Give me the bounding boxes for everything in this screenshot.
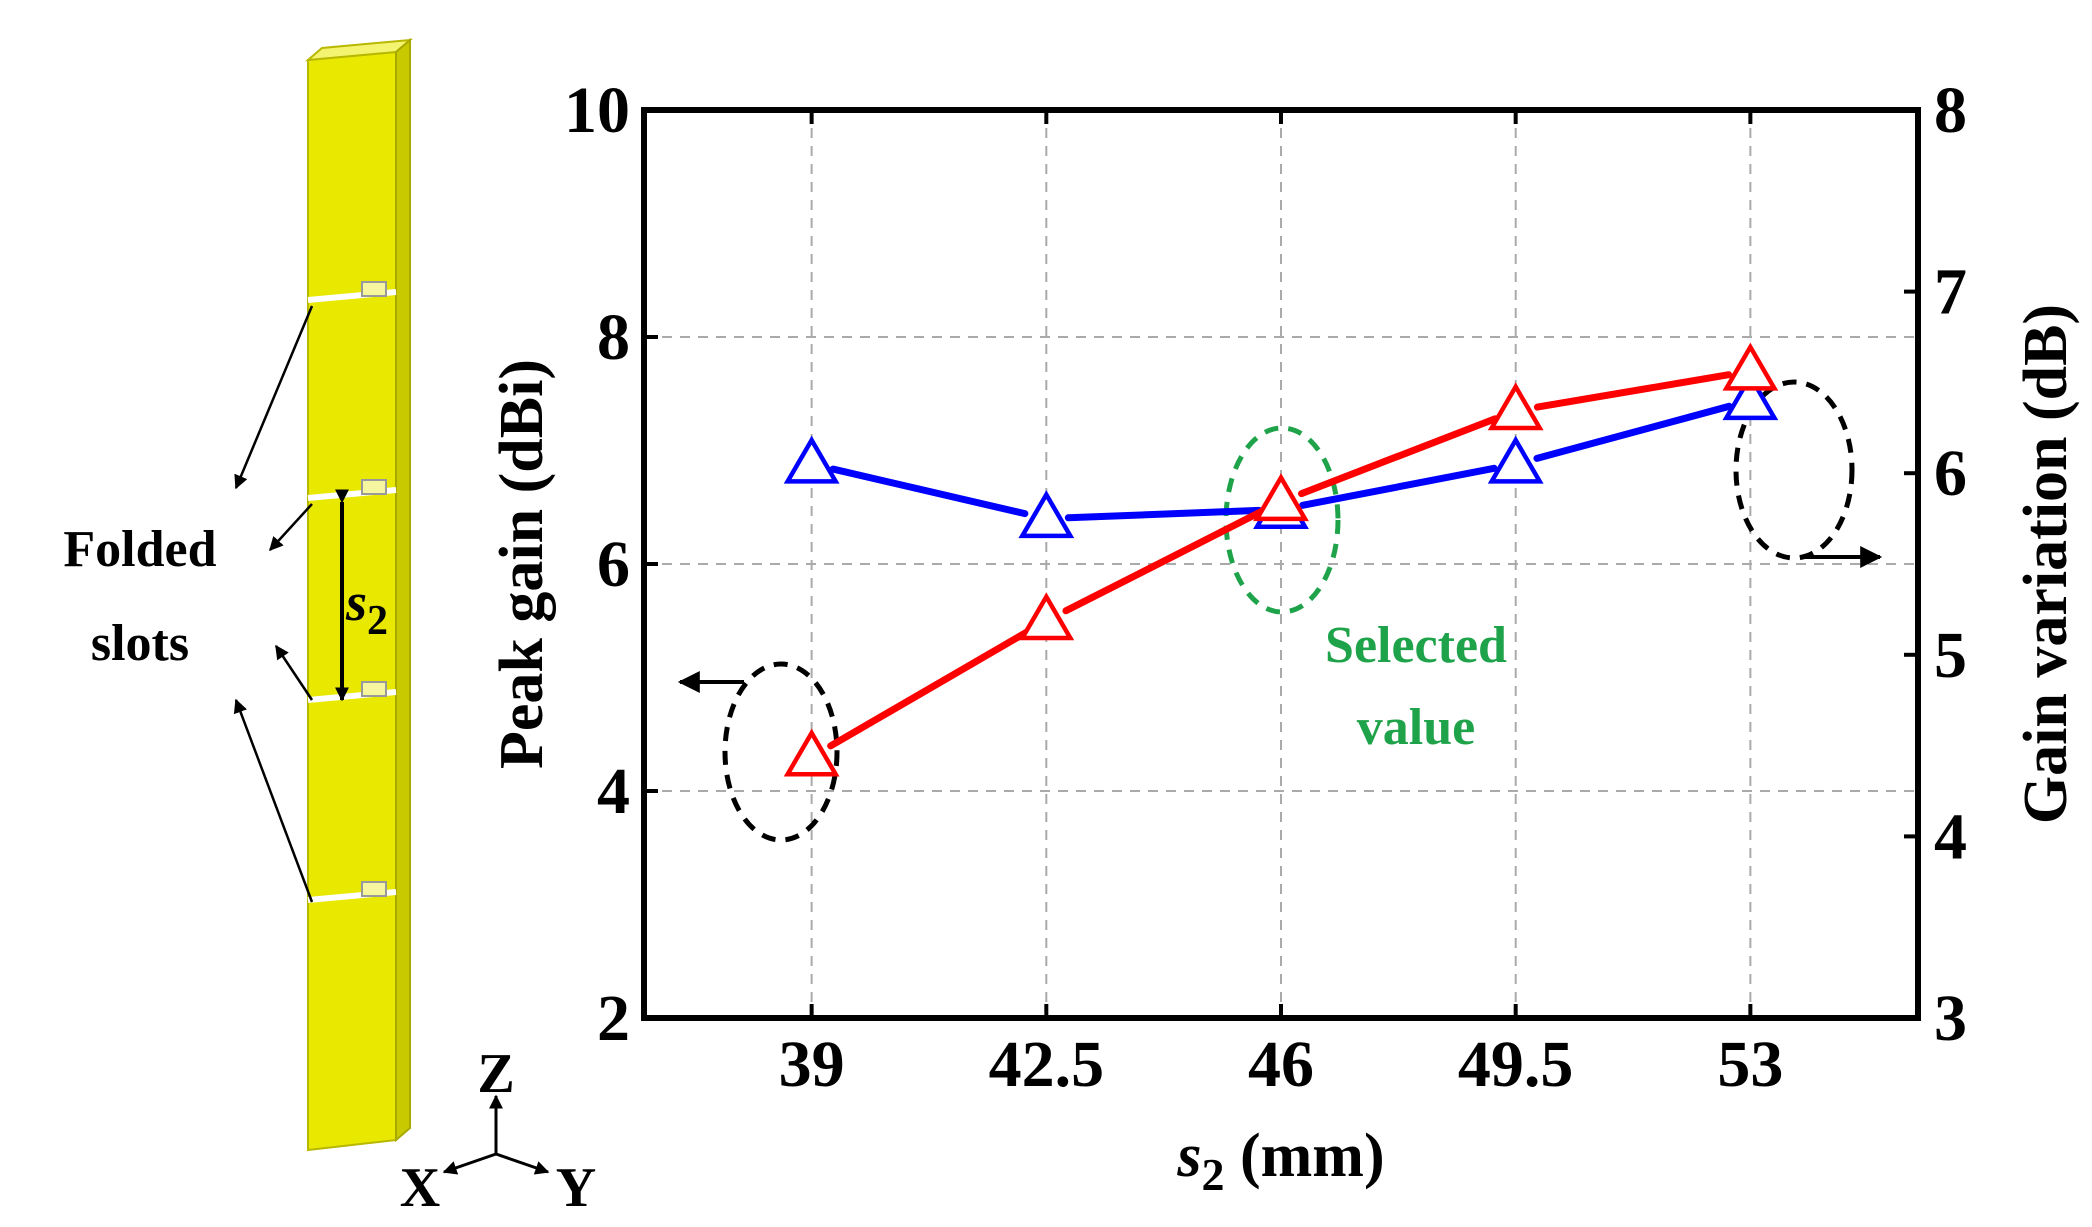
- right-y-tick-labels: 3 4 5 6 7 8: [1934, 74, 1967, 1055]
- right-y-tick-label: 6: [1934, 437, 1967, 510]
- z-axis-label: Z: [477, 1043, 514, 1105]
- left-y-tick-label: 8: [597, 301, 630, 374]
- right-y-tick-label: 5: [1934, 619, 1967, 692]
- folded-label: Folded: [63, 521, 216, 578]
- peak-gain-segment: [1298, 415, 1499, 498]
- right-axis-indicator: [1733, 379, 1883, 568]
- x-tick-label: 42.5: [989, 1028, 1105, 1101]
- x-axis-letter: X: [400, 1157, 440, 1219]
- folded-slot-3: [307, 681, 397, 703]
- gain-variation-point: [1487, 435, 1544, 484]
- annotation-arrow-1: [234, 305, 314, 490]
- x-tick-label: 46: [1248, 1028, 1314, 1101]
- left-axis-indicator: [677, 661, 840, 843]
- right-y-tick-label: 3: [1934, 982, 1967, 1055]
- spacing-subscript: 2: [367, 598, 388, 644]
- gain-variation-segment: [1299, 464, 1498, 509]
- peak-gain-point: [1253, 473, 1309, 522]
- x-axis-title-subscript: 2: [1202, 1149, 1225, 1200]
- x-tick-labels: 39 42.5 46 49.5 53: [779, 1028, 1784, 1101]
- peak-gain-point: [1018, 592, 1075, 641]
- x-tick-label: 39: [779, 1028, 845, 1101]
- x-axis-title-unit: (mm): [1225, 1122, 1385, 1190]
- right-y-axis-title: Gain variation (dB): [2012, 304, 2080, 824]
- selected-ellipse: [1223, 425, 1341, 615]
- peak-gain-point: [1487, 382, 1544, 431]
- left-y-tick-label: 6: [597, 528, 630, 601]
- gain-variation-segment: [1064, 506, 1263, 522]
- left-y-tick-label: 10: [564, 74, 630, 147]
- selected-value-line1: Selected: [1325, 617, 1507, 674]
- x-tick-label: 49.5: [1458, 1028, 1574, 1101]
- antenna-illustration: Folded slots s2: [63, 37, 414, 1152]
- right-y-tick-label: 4: [1934, 800, 1967, 873]
- folded-slot-2: [307, 479, 397, 501]
- gain-variation-segment: [829, 465, 1029, 518]
- gain-variation-point: [1018, 490, 1075, 539]
- peak-gain-point: [783, 728, 840, 777]
- antenna-side-face: [395, 37, 411, 1143]
- folded-slot-4: [307, 881, 397, 903]
- coordinate-axes: Z X Y: [400, 1043, 596, 1219]
- x-axis-title-symbol: s: [1176, 1122, 1201, 1190]
- slots-label: slots: [91, 615, 189, 672]
- gain-variation-segment: [1533, 402, 1733, 462]
- annotation-arrow-3: [274, 644, 314, 701]
- peak-gain-segment: [1062, 508, 1265, 615]
- folded-slot-1: [307, 281, 397, 303]
- right-y-tick-label: 8: [1934, 74, 1967, 147]
- spacing-symbol: s: [345, 572, 367, 632]
- grid: [644, 110, 1918, 1018]
- annotation-arrow-2: [269, 503, 313, 552]
- x-axis-title: s2 (mm): [1176, 1122, 1384, 1200]
- peak-gain-point: [1722, 342, 1779, 391]
- left-y-tick-label: 2: [597, 982, 630, 1055]
- tick-marks: [644, 108, 1918, 1020]
- left-y-tick-label: 4: [597, 755, 630, 828]
- left-y-axis-title: Peak gain (dBi): [488, 359, 556, 769]
- annotation-arrow-4: [233, 698, 314, 903]
- series-layer: [783, 342, 1779, 777]
- selected-value-line2: value: [1357, 699, 1475, 756]
- spacing-label: s2: [345, 572, 388, 644]
- y-axis-letter: Y: [556, 1157, 596, 1219]
- left-y-tick-labels: 2 4 6 8 10: [564, 74, 630, 1055]
- peak-gain-segment: [1533, 371, 1733, 411]
- peak-gain-segment: [827, 628, 1031, 750]
- gain-variation-point: [1722, 372, 1779, 421]
- gain-variation-point: [783, 435, 840, 484]
- right-y-tick-label: 7: [1934, 256, 1967, 329]
- x-tick-label: 53: [1717, 1028, 1783, 1101]
